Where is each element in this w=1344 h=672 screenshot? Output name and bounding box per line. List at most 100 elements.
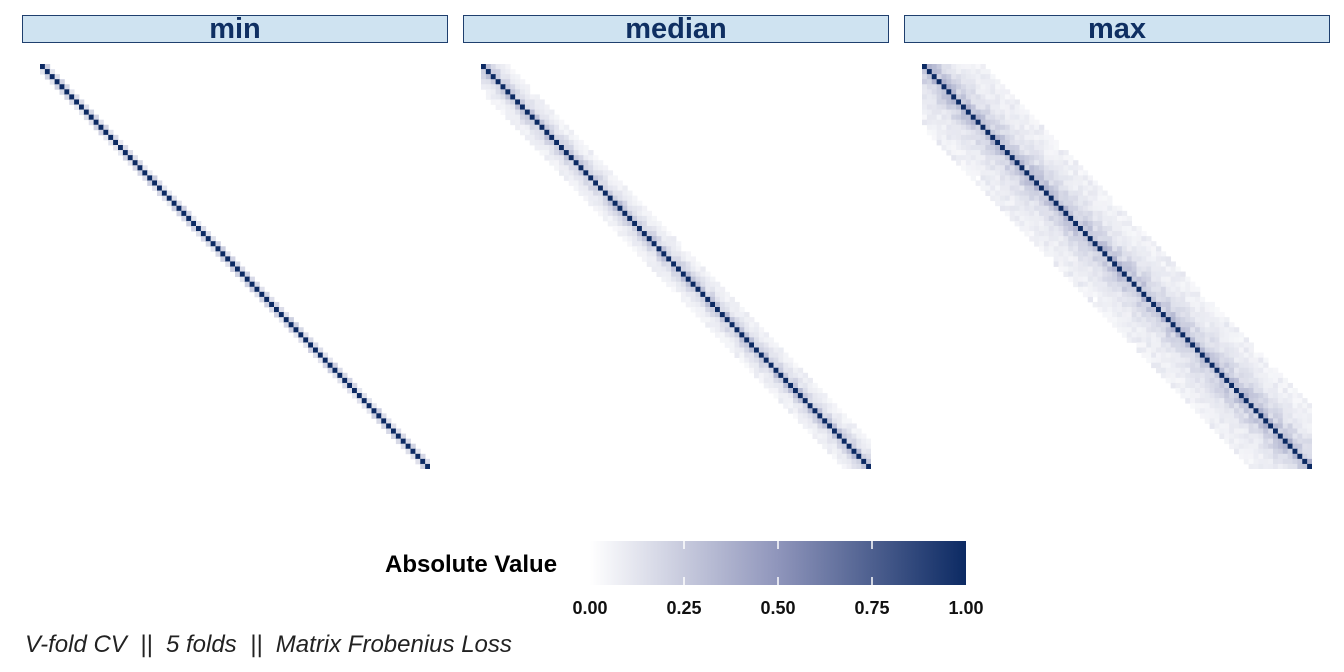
heatmap-cell bbox=[1053, 261, 1059, 267]
heatmap-cell bbox=[695, 271, 701, 278]
heatmap-cell bbox=[342, 372, 348, 379]
heatmap-cell bbox=[990, 160, 996, 166]
heatmap-cell bbox=[1043, 241, 1050, 247]
heatmap-cell bbox=[1102, 261, 1108, 267]
heatmap-cell bbox=[337, 377, 343, 384]
heatmap-cell bbox=[922, 74, 928, 80]
heatmap-cell bbox=[1092, 226, 1098, 232]
heatmap-cell bbox=[588, 175, 594, 181]
heatmap-cell bbox=[926, 109, 933, 116]
heatmap-cell bbox=[705, 281, 711, 288]
heatmap-cell bbox=[632, 246, 638, 252]
heatmap-cell bbox=[1112, 241, 1118, 247]
heatmap-cell bbox=[1019, 124, 1025, 131]
heatmap-cell bbox=[1092, 261, 1098, 267]
heatmap-cell bbox=[1131, 301, 1137, 308]
heatmap-cell bbox=[1268, 393, 1274, 399]
heatmap-cell bbox=[705, 271, 711, 278]
heatmap-cell bbox=[622, 190, 628, 197]
heatmap-cell bbox=[1043, 215, 1050, 222]
heatmap-cell bbox=[931, 134, 938, 141]
heatmap-cell bbox=[1117, 271, 1123, 278]
heatmap-cell bbox=[729, 317, 735, 323]
heatmap-cell bbox=[980, 89, 986, 95]
heatmap-cell bbox=[1004, 170, 1011, 176]
heatmap-cell bbox=[322, 352, 329, 359]
heatmap-cell bbox=[1048, 145, 1055, 151]
heatmap-cell bbox=[1053, 190, 1059, 197]
heatmap-cell bbox=[783, 352, 789, 359]
heatmap-cell bbox=[1126, 296, 1133, 303]
heatmap-cell bbox=[186, 215, 192, 222]
heatmap-cell bbox=[196, 226, 202, 232]
heatmap-cell bbox=[641, 256, 648, 262]
heatmap-cell bbox=[961, 124, 967, 131]
heatmap-cell bbox=[549, 139, 555, 146]
heatmap-cell bbox=[1277, 413, 1284, 419]
heatmap-cell bbox=[1073, 261, 1079, 267]
heatmap-cell bbox=[371, 413, 377, 419]
heatmap-cell bbox=[975, 84, 981, 90]
heatmap-cell bbox=[529, 139, 536, 146]
heatmap-cell bbox=[529, 104, 536, 110]
heatmap-cell bbox=[1292, 423, 1298, 429]
heatmap-cell bbox=[1039, 139, 1045, 146]
heatmap-cell bbox=[739, 342, 745, 348]
heatmap-cell bbox=[1121, 271, 1128, 278]
heatmap-cell bbox=[1165, 296, 1172, 303]
heatmap-cell bbox=[1000, 129, 1006, 136]
heatmap-cell bbox=[1019, 150, 1025, 156]
heatmap-cell bbox=[1121, 251, 1128, 257]
heatmap-cell bbox=[588, 180, 594, 186]
heatmap-cell bbox=[515, 89, 521, 95]
heatmap-cell bbox=[244, 276, 251, 283]
heatmap-cell bbox=[622, 185, 628, 191]
heatmap-cell bbox=[1146, 296, 1152, 303]
heatmap-cell bbox=[641, 220, 648, 227]
heatmap-cell bbox=[1024, 220, 1030, 227]
heatmap-cell bbox=[965, 150, 972, 156]
heatmap-cell bbox=[1258, 418, 1264, 424]
heatmap-cell bbox=[515, 109, 521, 116]
heatmap-cell bbox=[1175, 367, 1181, 374]
heatmap-cell bbox=[1151, 281, 1157, 288]
heatmap-cell bbox=[1243, 372, 1250, 379]
heatmap-cell bbox=[980, 69, 986, 75]
heatmap-cell bbox=[695, 266, 701, 272]
heatmap-cell bbox=[1058, 261, 1064, 267]
heatmap-cell bbox=[612, 205, 618, 212]
heatmap-cell bbox=[573, 175, 579, 181]
heatmap-cell bbox=[1248, 448, 1254, 455]
heatmap-cell bbox=[1292, 453, 1298, 460]
legend-colorbar bbox=[590, 541, 966, 585]
heatmap-cell bbox=[1073, 236, 1079, 242]
heatmap-cell bbox=[685, 251, 692, 257]
heatmap-cell bbox=[1282, 382, 1289, 389]
heatmap-cell bbox=[1229, 342, 1235, 348]
heatmap-cell bbox=[685, 261, 692, 267]
heatmap-cell bbox=[1302, 418, 1308, 424]
heatmap-cell bbox=[965, 69, 972, 75]
heatmap-cell bbox=[666, 236, 672, 242]
heatmap-cell bbox=[210, 241, 216, 247]
heatmap-cell bbox=[1170, 377, 1176, 384]
heatmap-cell bbox=[529, 94, 536, 100]
heatmap-cell bbox=[812, 413, 818, 419]
heatmap-cell bbox=[676, 246, 682, 252]
heatmap-cell bbox=[520, 94, 526, 100]
heatmap-cell bbox=[1146, 286, 1152, 293]
heatmap-cell bbox=[1121, 312, 1128, 318]
heatmap-cell bbox=[347, 382, 353, 389]
heatmap-cell bbox=[549, 134, 555, 141]
heatmap-cell bbox=[1195, 317, 1201, 323]
heatmap-cell bbox=[1141, 231, 1147, 237]
heatmap-cell bbox=[1238, 448, 1245, 455]
heatmap-cell bbox=[715, 296, 721, 303]
heatmap-cell bbox=[695, 301, 701, 308]
heatmap-cell bbox=[822, 418, 828, 424]
heatmap-cell bbox=[1214, 377, 1220, 384]
heatmap-cell bbox=[1092, 301, 1098, 308]
heatmap-cell bbox=[544, 124, 550, 131]
heatmap-cell bbox=[103, 129, 109, 136]
heatmap-cell bbox=[98, 124, 104, 131]
